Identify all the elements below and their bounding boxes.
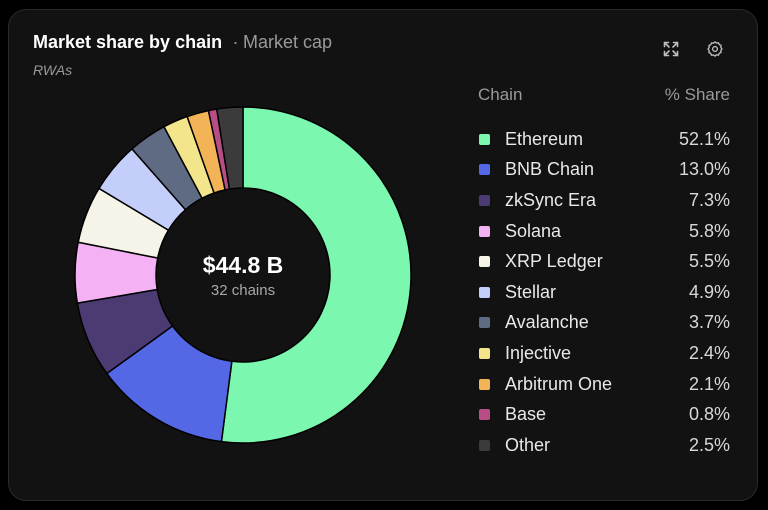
legend-share-value: 13.0% <box>678 159 730 180</box>
chart-title: Market share by chain <box>33 32 223 52</box>
donut-slice-ethereum[interactable] <box>220 106 412 444</box>
legend-header: Chain % Share <box>478 82 730 108</box>
category-tag: RWAs <box>33 62 73 78</box>
donut-chart <box>74 106 412 444</box>
legend-rows: Ethereum 52.1% BNB Chain 13.0% zkSync Era 7.3… <box>478 124 730 461</box>
legend-item-avalanche[interactable]: Avalanche 3.7% <box>478 308 730 339</box>
legend-chain-name: Arbitrum One <box>505 373 613 394</box>
legend-swatch <box>479 317 490 329</box>
legend-item-ethereum[interactable]: Ethereum 52.1% <box>478 124 730 155</box>
legend-swatch <box>479 133 490 145</box>
subtitle-separator: · <box>232 32 239 52</box>
legend-share-value: 2.1% <box>688 373 730 394</box>
legend-item-zksync-era[interactable]: zkSync Era 7.3% <box>478 185 730 216</box>
legend-chain-name: XRP Ledger <box>505 251 603 272</box>
total-market-cap: $44.8 B <box>202 252 284 278</box>
legend: Chain % Share Ethereum 52.1% BNB Chain 13.0… <box>478 82 730 461</box>
legend-chain-name: Injective <box>505 342 572 363</box>
legend-share-value: 0.8% <box>688 404 730 425</box>
donut-center: $44.8 B 32 chains <box>68 100 418 450</box>
legend-swatch <box>479 286 490 298</box>
legend-item-xrp-ledger[interactable]: XRP Ledger 5.5% <box>478 246 730 277</box>
legend-chain-name: zkSync Era <box>505 189 597 210</box>
legend-swatch <box>479 347 490 359</box>
chain-count: 32 chains <box>210 282 276 299</box>
legend-chain-name: Base <box>505 404 547 425</box>
legend-chain-name: BNB Chain <box>505 159 595 180</box>
legend-item-stellar[interactable]: Stellar 4.9% <box>478 277 730 308</box>
expand-button[interactable] <box>660 38 682 60</box>
legend-chain-name: Stellar <box>505 281 557 302</box>
chart-subtitle[interactable]: Market cap <box>243 32 333 52</box>
legend-share-value: 2.5% <box>688 434 730 455</box>
settings-button[interactable] <box>704 38 726 60</box>
legend-chain-name: Solana <box>505 220 562 241</box>
legend-header-share[interactable]: % Share <box>664 85 730 104</box>
legend-chain-name: Avalanche <box>505 312 589 333</box>
legend-share-value: 3.7% <box>688 312 730 333</box>
gear-icon <box>707 41 723 57</box>
legend-share-value: 4.9% <box>688 281 730 302</box>
legend-swatch <box>479 225 490 237</box>
legend-swatch <box>479 194 490 206</box>
legend-swatch <box>479 164 490 176</box>
expand-icon <box>663 41 679 57</box>
legend-share-value: 5.8% <box>688 220 730 241</box>
legend-swatch <box>479 439 490 451</box>
donut-slice-other[interactable] <box>215 106 244 190</box>
legend-item-injective[interactable]: Injective 2.4% <box>478 338 730 369</box>
legend-item-solana[interactable]: Solana 5.8% <box>478 216 730 247</box>
legend-swatch <box>479 256 490 268</box>
legend-share-value: 52.1% <box>678 128 730 149</box>
legend-swatch <box>479 378 490 390</box>
legend-item-other[interactable]: Other 2.5% <box>478 430 730 461</box>
card-header: Market share by chain · Market cap <box>33 32 332 53</box>
legend-chain-name: Other <box>505 434 551 455</box>
legend-share-value: 5.5% <box>688 251 730 272</box>
legend-chain-name: Ethereum <box>505 128 584 149</box>
legend-header-chain[interactable]: Chain <box>478 85 523 104</box>
legend-share-value: 2.4% <box>688 342 730 363</box>
legend-item-arbitrum-one[interactable]: Arbitrum One 2.1% <box>478 369 730 400</box>
legend-swatch <box>479 409 490 421</box>
legend-item-base[interactable]: Base 0.8% <box>478 399 730 430</box>
legend-item-bnb-chain[interactable]: BNB Chain 13.0% <box>478 155 730 186</box>
legend-share-value: 7.3% <box>688 189 730 210</box>
